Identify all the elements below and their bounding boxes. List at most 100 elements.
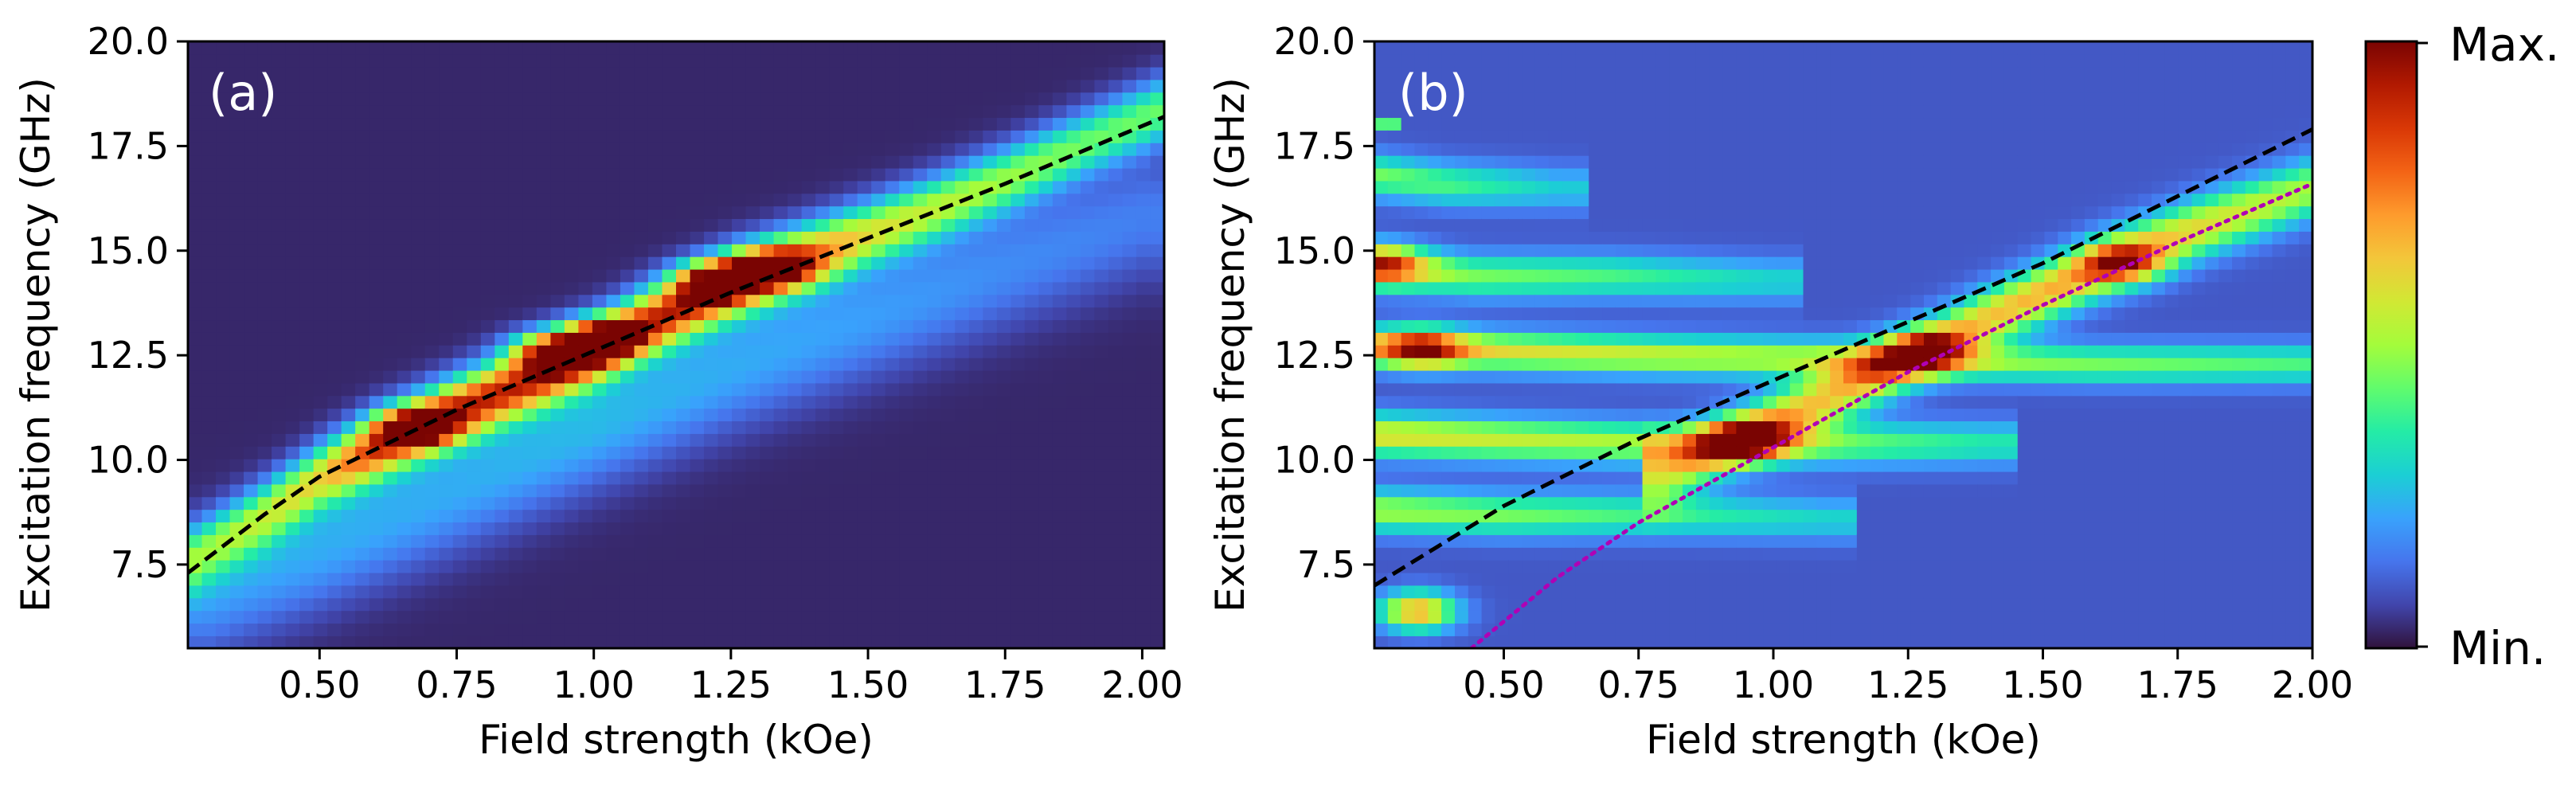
- heatmap-cell: [1749, 572, 1764, 586]
- heatmap-cell: [1108, 79, 1124, 93]
- heatmap-cell: [397, 205, 412, 220]
- heatmap-cell: [1010, 180, 1026, 194]
- heatmap-cell: [1602, 496, 1616, 510]
- heatmap-cell: [1024, 66, 1040, 80]
- heatmap-cell: [1136, 143, 1151, 156]
- heatmap-cell: [815, 268, 831, 283]
- heatmap-cell: [229, 345, 244, 358]
- heatmap-cell: [1481, 205, 1496, 220]
- heatmap-cell: [188, 471, 203, 485]
- heatmap-cell: [773, 483, 788, 498]
- heatmap-cell: [411, 332, 426, 346]
- heatmap-cell: [1589, 357, 1603, 371]
- heatmap-cell: [439, 218, 454, 232]
- heatmap-cell: [927, 193, 942, 207]
- heatmap-cell: [508, 357, 524, 371]
- heatmap-cell: [216, 218, 231, 232]
- heatmap-cell: [424, 79, 440, 93]
- heatmap-cell: [1495, 218, 1510, 232]
- heatmap-cell: [1010, 572, 1026, 586]
- heatmap-cell: [536, 294, 552, 308]
- heatmap-cell: [383, 231, 398, 244]
- heatmap-cell: [341, 420, 356, 434]
- heatmap-cell: [1481, 395, 1496, 409]
- heatmap-cell: [983, 623, 998, 636]
- heatmap-cell: [983, 496, 998, 510]
- heatmap-cell: [536, 193, 552, 207]
- heatmap-cell: [1763, 218, 1777, 232]
- heatmap-cell: [760, 572, 775, 586]
- heatmap-cell: [1010, 79, 1026, 93]
- heatmap-cell: [1387, 597, 1402, 612]
- heatmap-cell: [1628, 585, 1644, 599]
- heatmap-cell: [257, 345, 272, 358]
- heatmap-cell: [1122, 395, 1137, 409]
- heatmap-cell: [1816, 471, 1831, 485]
- heatmap-cell: [773, 635, 788, 648]
- heatmap-cell: [899, 420, 914, 434]
- heatmap-cell: [1508, 522, 1523, 535]
- heatmap-cell: [927, 319, 942, 333]
- heatmap-cell: [494, 623, 510, 636]
- heatmap-cell: [1683, 79, 1697, 93]
- heatmap-cell: [285, 53, 300, 68]
- heatmap-cell: [634, 205, 649, 220]
- heatmap-cell: [745, 167, 760, 182]
- heatmap-cell: [899, 281, 914, 295]
- heatmap-cell: [467, 496, 482, 510]
- heatmap-cell: [1709, 623, 1724, 636]
- heatmap-cell: [1122, 256, 1137, 270]
- heatmap-cell: [355, 332, 370, 346]
- heatmap-cell: [1602, 193, 1616, 207]
- heatmap-cell: [1669, 268, 1683, 283]
- heatmap-cell: [1589, 623, 1603, 636]
- heatmap-cell: [229, 130, 244, 143]
- heatmap-cell: [843, 218, 858, 232]
- heatmap-cell: [244, 256, 259, 270]
- heatmap-cell: [1010, 53, 1026, 68]
- heatmap-cell: [508, 458, 524, 472]
- heatmap-cell: [494, 458, 510, 472]
- heatmap-cell: [188, 307, 203, 321]
- heatmap-cell: [927, 143, 942, 156]
- heatmap-cell: [397, 509, 412, 523]
- heatmap-cell: [1642, 408, 1657, 422]
- heatmap-cell: [1495, 41, 1510, 55]
- heatmap-cell: [494, 446, 510, 459]
- heatmap-cell: [494, 496, 510, 510]
- heatmap-cell: [1776, 319, 1791, 333]
- heatmap-cell: [1589, 154, 1603, 169]
- heatmap-cell: [550, 193, 565, 207]
- heatmap-cell: [1414, 370, 1429, 384]
- heatmap-cell: [773, 66, 788, 80]
- heatmap-cell: [1374, 281, 1389, 295]
- heatmap-cell: [1066, 610, 1081, 624]
- heatmap-cell: [1122, 104, 1137, 119]
- heatmap-cell: [1495, 319, 1510, 333]
- heatmap-cell: [522, 471, 537, 485]
- heatmap-cell: [634, 193, 649, 207]
- heatmap-cell: [690, 458, 705, 472]
- heatmap-cell: [634, 104, 649, 119]
- heatmap-cell: [188, 446, 203, 459]
- heatmap-cell: [940, 572, 956, 586]
- heatmap-cell: [229, 205, 244, 220]
- heatmap-cell: [857, 332, 872, 346]
- heatmap-cell: [1038, 446, 1053, 459]
- heatmap-cell: [494, 231, 510, 244]
- heatmap-cell: [1080, 307, 1096, 321]
- heatmap-cell: [272, 167, 287, 182]
- heatmap-cell: [1122, 154, 1137, 169]
- heatmap-cell: [662, 420, 677, 434]
- heatmap-cell: [1150, 53, 1164, 68]
- heatmap-cell: [1374, 357, 1389, 371]
- heatmap-cell: [1695, 53, 1710, 68]
- heatmap-cell: [1683, 294, 1697, 308]
- heatmap-cell: [940, 547, 956, 561]
- heatmap-cell: [690, 41, 705, 55]
- heatmap-cell: [564, 167, 580, 182]
- heatmap-cell: [829, 41, 844, 55]
- heatmap-cell: [452, 79, 468, 93]
- heatmap-cell: [467, 420, 482, 434]
- heatmap-cell: [1776, 180, 1791, 194]
